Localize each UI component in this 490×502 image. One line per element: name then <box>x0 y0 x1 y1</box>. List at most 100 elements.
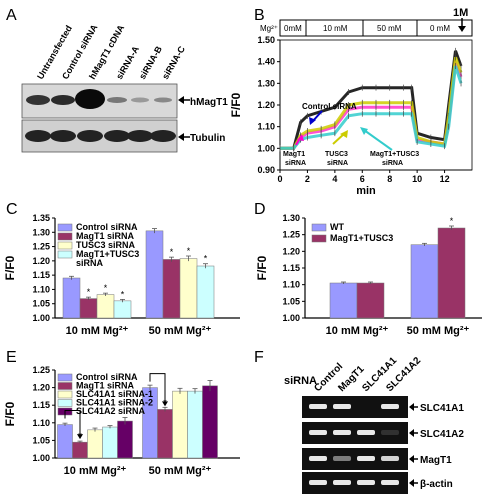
category-label-c: 50 mM Mg²⁺ <box>149 325 212 337</box>
ytick-label-d: 1.00 <box>282 313 300 323</box>
bar-d <box>329 282 358 319</box>
ytick-label-c: 1.10 <box>32 284 50 294</box>
ytick-label-e: 1.00 <box>32 453 50 463</box>
legend-label: SLC41A1 siRNA-1 <box>76 389 153 399</box>
legend-label: Control siRNA <box>76 222 138 232</box>
bar-c <box>162 259 181 319</box>
gel-row-3 <box>302 472 408 494</box>
ytick-label-b: 0.90 <box>257 165 275 175</box>
western-blot-a <box>21 83 178 153</box>
bar-e <box>72 441 88 459</box>
gel-band <box>333 430 351 435</box>
ytick-label-e: 1.10 <box>32 418 50 428</box>
condition-bar-b <box>279 19 473 37</box>
gel-band <box>357 480 375 485</box>
gel-arrow-head <box>409 429 414 437</box>
gel-row-0 <box>302 396 408 418</box>
ytick-label-e: 1.20 <box>32 383 50 393</box>
gel-band <box>381 480 399 485</box>
xtick-label-b: 8 <box>387 174 392 184</box>
ylabel-b: F/F0 <box>229 92 243 117</box>
legend-label: SLC41A1 siRNA-2 <box>76 398 153 408</box>
bar-e <box>202 385 218 459</box>
category-label-e: 10 mM Mg²⁺ <box>64 465 127 477</box>
gel-band-label: SLC41A1 <box>420 403 464 414</box>
bar-e <box>187 390 203 459</box>
ytick-label-c: 1.00 <box>32 313 50 323</box>
legend-label: MagT1 siRNA <box>76 381 135 391</box>
bar-e <box>102 426 118 459</box>
ytick-label-c: 1.15 <box>32 270 50 280</box>
bar-e <box>87 429 103 459</box>
legend-label: TUSC3 siRNA <box>76 240 136 250</box>
xtick-label-b: 4 <box>332 174 337 184</box>
sig-star-c: * <box>204 254 208 264</box>
sig-star-c: * <box>87 287 91 297</box>
gel-band <box>381 430 399 435</box>
ytick-label-c: 1.35 <box>32 213 50 223</box>
condition-50mm: 50 mM <box>377 24 402 33</box>
ytick-label-b: 1.00 <box>257 143 275 153</box>
gel-band-label: MagT1 <box>420 455 452 466</box>
gel-band-label: β-actin <box>420 479 453 490</box>
condition-0mm-2: 0 mM <box>430 24 450 33</box>
bar-c <box>96 294 115 319</box>
legend-swatch <box>311 223 327 232</box>
bar-d <box>356 282 385 319</box>
legend-swatch <box>57 399 73 407</box>
ytick-label-b: 1.40 <box>257 57 275 67</box>
gel-panel-f: SLC41A1 SLC41A2 MagT1 β-actin <box>302 396 464 494</box>
gel-band <box>309 456 327 461</box>
gel-band <box>333 480 351 485</box>
panel-f-siRNA-label: siRNA <box>284 375 317 387</box>
legend-swatch <box>57 223 73 232</box>
bar-c <box>179 258 198 319</box>
bar-c <box>79 298 98 319</box>
bar-e <box>117 420 133 459</box>
gel-row-2 <box>302 448 408 470</box>
xtick-label-b: 0 <box>277 174 282 184</box>
chart-d: 1.00 1.05 1.10 1.15 1.20 1.25 1.30 F/F0 10 mM Mg… <box>255 213 482 337</box>
ytick-label-c: 1.30 <box>32 227 50 237</box>
mg-label-b: Mg²⁺ <box>260 24 278 33</box>
ytick-label-e: 1.05 <box>32 435 50 445</box>
sig-bracket-arrow-e <box>162 401 168 407</box>
bar-e <box>157 409 173 459</box>
sig-star-c: * <box>170 247 174 257</box>
annot-control-sirna: Control siRNA <box>302 102 357 111</box>
sig-star-c: * <box>104 283 108 293</box>
gel-row-1 <box>302 422 408 444</box>
panel-letter-b: B <box>254 7 265 24</box>
condition-0mm: 0mM <box>284 24 302 33</box>
legend-label: WT <box>330 222 344 232</box>
ytick-label-d: 1.10 <box>282 280 300 290</box>
legend-swatch <box>311 234 327 243</box>
sig-star-c: * <box>187 246 191 256</box>
ytick-label-b: 1.50 <box>257 35 275 45</box>
chart-e: 1.001.051.101.151.201.25F/F0*10 mM Mg²⁺*… <box>3 365 240 477</box>
gel-band <box>309 480 327 485</box>
ytick-label-c: 1.05 <box>32 299 50 309</box>
gel-band <box>309 430 327 435</box>
ytick-label-d: 1.15 <box>282 263 300 273</box>
legend-swatch <box>57 390 73 399</box>
panel-letter-d: D <box>254 201 266 218</box>
bar-e <box>57 424 73 459</box>
panel-letter-e: E <box>6 349 17 366</box>
lane-label-a: siRNA-C <box>160 44 187 81</box>
category-label-e: 50 mM Mg²⁺ <box>149 465 212 477</box>
gel-band <box>381 404 399 409</box>
gel-band <box>357 456 375 461</box>
chart-c: 1.00 1.05 1.10 1.15 1.20 1.25 1.30 1.35 F/F0 * * * 1… <box>3 213 240 337</box>
chart-b: 0.90 1.00 1.10 1.20 1.30 1.40 1.50 0 2 4 6 8 10 12 F/F… <box>229 35 473 197</box>
gel-band <box>333 456 351 461</box>
gel-arrow-head <box>409 455 414 463</box>
ytick-label-b: 1.20 <box>257 100 275 110</box>
category-label-d: 10 mM Mg²⁺ <box>326 325 389 337</box>
blot-a-label-hmagt1: hMagT1 <box>190 97 228 108</box>
ytick-label-d: 1.20 <box>282 246 300 256</box>
panel-letter-c: C <box>6 201 18 218</box>
